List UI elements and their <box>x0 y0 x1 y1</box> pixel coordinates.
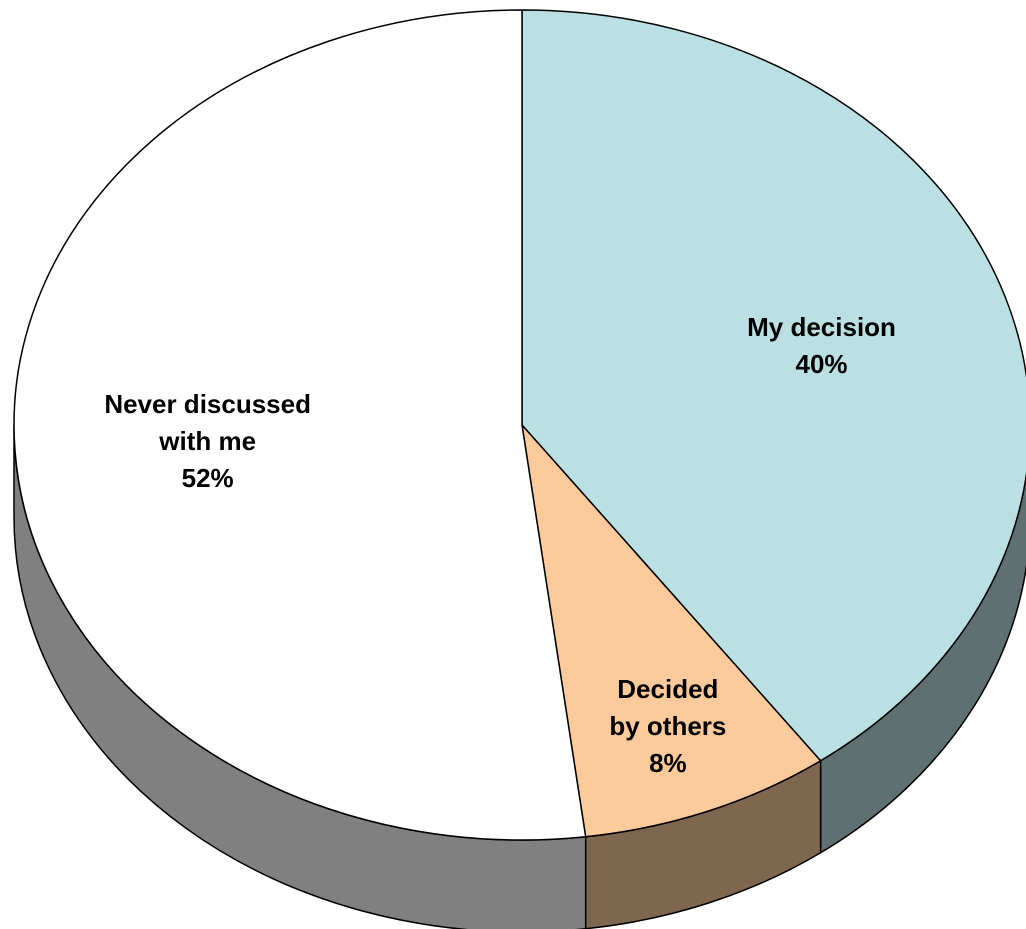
pie-slice-never-discussed-with-me <box>13 9 587 841</box>
pie-slice-decided-by-others <box>521 424 822 838</box>
slice-label-line: with me <box>158 426 256 456</box>
pie-slices <box>13 9 1026 841</box>
slice-label-line: 8% <box>649 748 687 778</box>
slice-label-line: by others <box>609 711 726 741</box>
slice-label-never-discussed-with-me: Never discussed with me 52% <box>104 389 311 493</box>
slice-label-decided-by-others: Decided by others 8% <box>609 674 726 778</box>
slice-label-line: Never discussed <box>104 389 311 419</box>
slice-label-line: Decided <box>617 674 718 704</box>
slice-label-line: 40% <box>796 349 848 379</box>
slice-label-line: 52% <box>182 463 234 493</box>
slice-label-line: My decision <box>747 312 896 342</box>
pie-labels: My decision 40% Decided by others 8% Never di… <box>104 312 896 778</box>
pie-slice-my-decision <box>521 9 1026 762</box>
slice-label-my-decision: My decision 40% <box>747 312 896 379</box>
